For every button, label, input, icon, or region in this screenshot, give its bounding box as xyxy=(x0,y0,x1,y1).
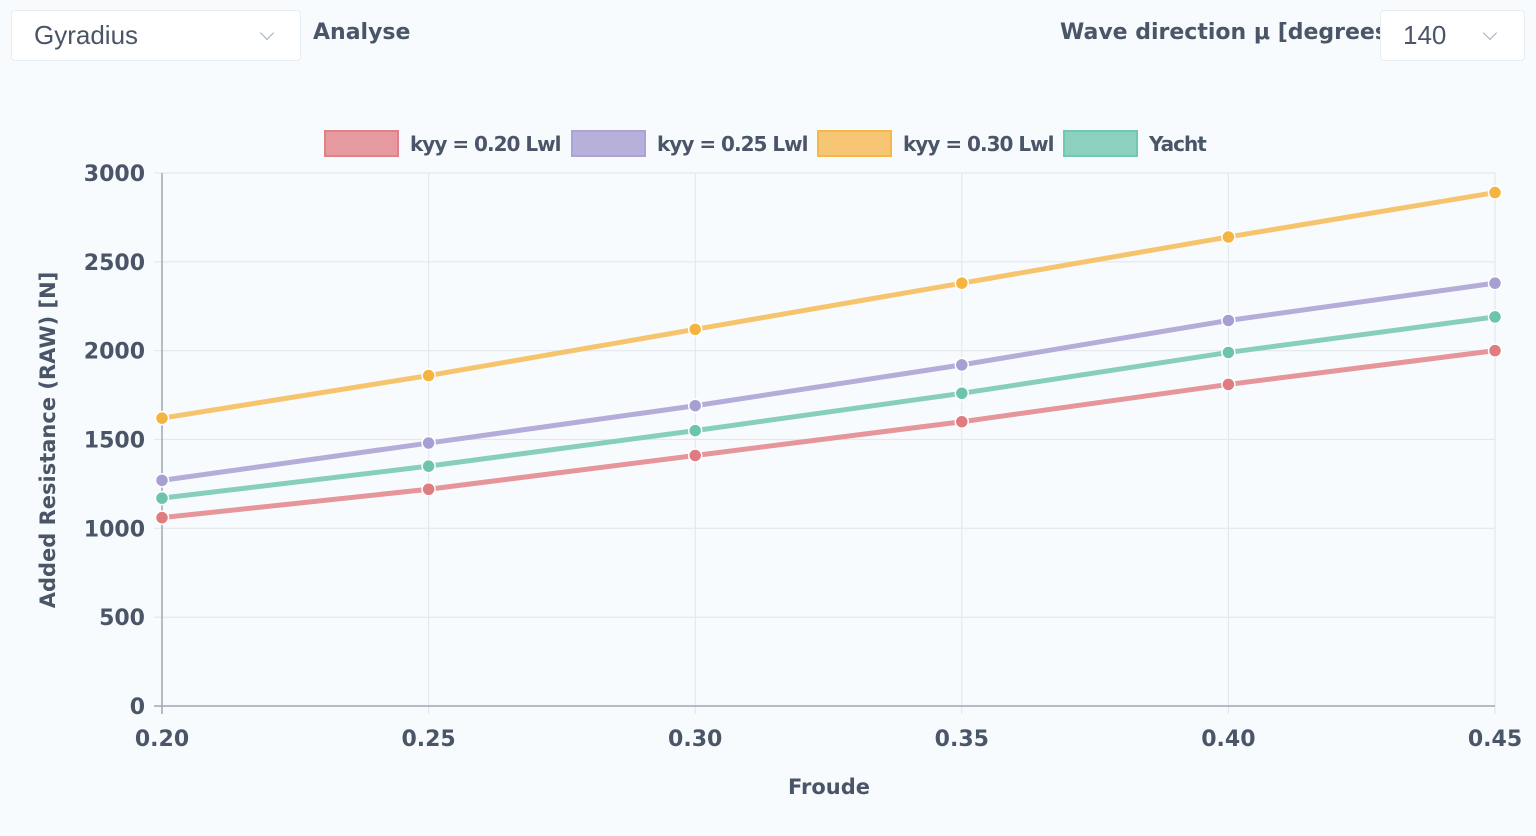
y-tick-label: 1500 xyxy=(84,429,145,454)
legend-item[interactable]: Yacht xyxy=(1063,130,1208,157)
y-tick-label: 3000 xyxy=(84,162,145,187)
legend-label: kyy = 0.25 Lwl xyxy=(657,132,808,156)
data-point[interactable] xyxy=(687,322,703,337)
legend-swatch xyxy=(817,130,892,157)
legend-label: Yacht xyxy=(1148,132,1207,156)
wave-direction-label: Wave direction μ [degrees] xyxy=(1060,20,1399,45)
data-point[interactable] xyxy=(1221,229,1236,245)
data-point[interactable] xyxy=(421,368,436,383)
data-point[interactable] xyxy=(1221,345,1236,360)
data-point[interactable] xyxy=(1487,309,1503,325)
x-tick-label: 0.35 xyxy=(935,727,989,752)
y-tick-label: 0 xyxy=(130,695,145,720)
data-point[interactable] xyxy=(1221,377,1236,392)
data-point[interactable] xyxy=(154,490,170,506)
data-point[interactable] xyxy=(1487,185,1503,200)
chart-axes: 0 500 1000 1500 2000 2500 3000 0.20 0.25 0.30 0.35… xyxy=(84,162,1522,752)
data-point[interactable] xyxy=(954,357,970,373)
data-point[interactable] xyxy=(687,448,703,463)
y-tick-label: 2500 xyxy=(84,251,145,276)
y-axis-label: Added Resistance (RAW) [N] xyxy=(36,272,60,609)
x-tick-label: 0.30 xyxy=(668,727,722,752)
legend-swatch xyxy=(324,130,399,157)
y-tick-label: 500 xyxy=(99,606,145,631)
data-point[interactable] xyxy=(1487,343,1503,358)
data-point[interactable] xyxy=(1221,313,1236,328)
legend-swatch xyxy=(571,130,646,157)
data-point[interactable] xyxy=(954,275,970,291)
data-point[interactable] xyxy=(687,423,703,438)
chart-legend: kyy = 0.20 Lwl kyy = 0.25 Lwl kyy = 0.30 L… xyxy=(324,130,1208,157)
x-tick-label: 0.40 xyxy=(1201,727,1255,752)
data-point[interactable] xyxy=(421,435,436,451)
legend-item[interactable]: kyy = 0.30 Lwl xyxy=(817,130,1055,157)
chart-grid xyxy=(154,172,1496,714)
chevron-down-icon xyxy=(1482,25,1498,41)
type-select[interactable]: Gyradius xyxy=(11,10,301,61)
type-select-value: Gyradius xyxy=(34,20,139,50)
chevron-down-icon xyxy=(259,25,275,41)
y-tick-label: 1000 xyxy=(84,517,145,542)
data-point[interactable] xyxy=(154,410,170,426)
y-tick-label: 2000 xyxy=(84,340,145,365)
x-axis-label: Froude xyxy=(788,775,870,799)
legend-swatch xyxy=(1063,130,1138,157)
chart-series xyxy=(154,185,1503,525)
analyse-label: Analyse xyxy=(313,20,411,45)
data-point[interactable] xyxy=(687,398,703,413)
legend-label: kyy = 0.20 Lwl xyxy=(410,132,561,156)
legend-item[interactable]: kyy = 0.25 Lwl xyxy=(571,130,809,157)
data-point[interactable] xyxy=(954,414,970,429)
legend-item[interactable]: kyy = 0.20 Lwl xyxy=(324,130,562,157)
series-line xyxy=(161,314,1496,501)
x-tick-label: 0.45 xyxy=(1468,727,1522,752)
data-point[interactable] xyxy=(421,481,436,497)
wave-direction-value: 140 xyxy=(1403,20,1447,50)
data-point[interactable] xyxy=(154,510,170,525)
data-point[interactable] xyxy=(1487,275,1503,291)
wave-direction-select[interactable]: 140 xyxy=(1380,10,1525,61)
x-tick-label: 0.20 xyxy=(135,727,189,752)
data-point[interactable] xyxy=(154,473,170,488)
series-line xyxy=(161,348,1496,521)
x-tick-label: 0.25 xyxy=(401,727,455,752)
data-point[interactable] xyxy=(954,386,970,401)
series-line xyxy=(161,280,1496,483)
data-point[interactable] xyxy=(421,458,436,474)
legend-label: kyy = 0.30 Lwl xyxy=(903,132,1054,156)
series-line xyxy=(161,190,1496,421)
